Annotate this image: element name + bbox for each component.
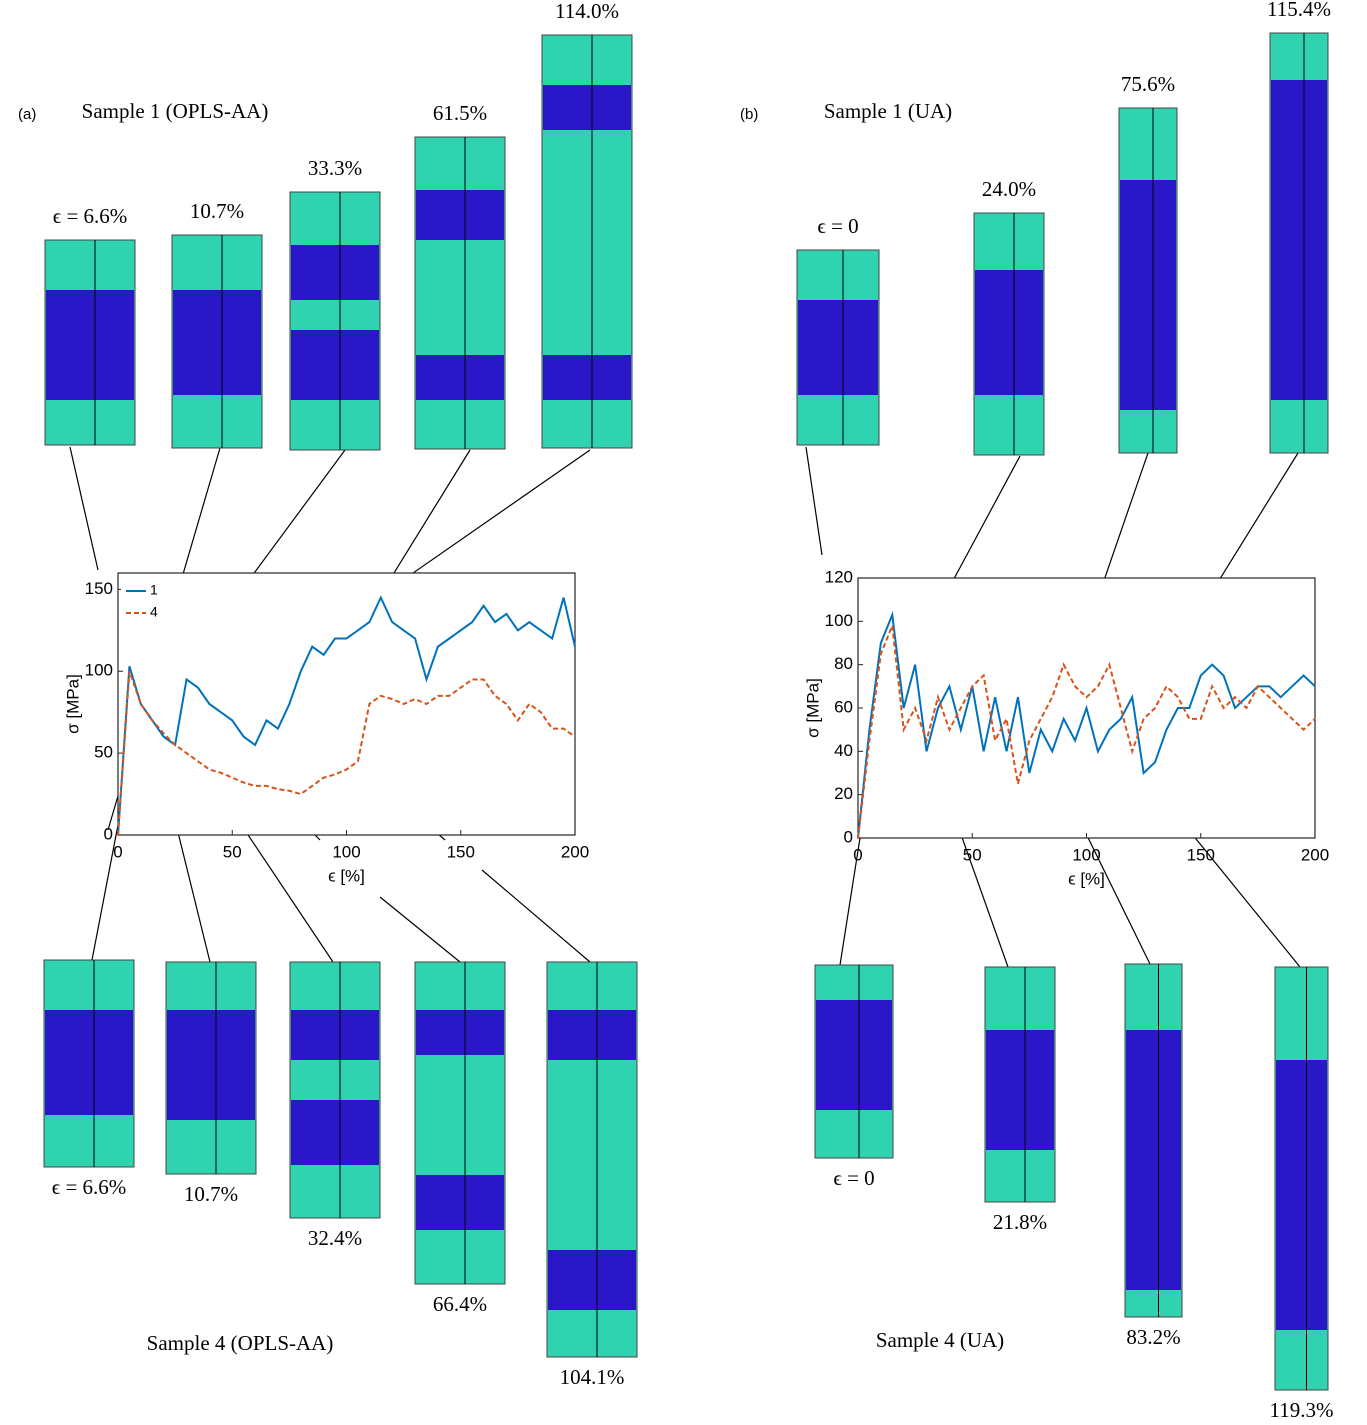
page: {"chart_data":[ {"type":"line","panel":"… [0, 0, 1367, 1425]
x-tick-label: 50 [963, 845, 982, 864]
plot-area [118, 573, 575, 835]
y-tick-label: 80 [834, 654, 853, 673]
snapshot-label: 83.2% [1126, 1325, 1180, 1349]
y-tick-label: 60 [834, 697, 853, 716]
connector [70, 447, 98, 570]
snapshot-label: 61.5% [433, 101, 487, 125]
y-tick-label: 150 [85, 579, 113, 598]
x-axis-label: ϵ [%] [328, 866, 365, 885]
y-tick-label: 120 [825, 567, 853, 586]
snapshot-band [543, 355, 631, 400]
snapshot-label: 32.4% [308, 1226, 362, 1250]
x-axis-label: ϵ [%] [1068, 869, 1105, 888]
snapshot [290, 962, 380, 1218]
snapshot-band [548, 1010, 636, 1060]
snapshot-label: 119.3% [1270, 1398, 1334, 1422]
sample-title: Sample 4 (UA) [876, 1328, 1004, 1352]
sample-title: Sample 1 (OPLS-AA) [82, 99, 269, 123]
snapshot-band [46, 290, 134, 400]
x-tick-label: 150 [1187, 845, 1215, 864]
snapshot-band [1126, 1030, 1181, 1290]
y-tick-label: 0 [844, 827, 853, 846]
snapshot-band [416, 1175, 504, 1230]
snapshot-band [291, 330, 379, 400]
snapshot-label: 24.0% [982, 177, 1036, 201]
legend-label: 1 [150, 582, 158, 598]
snapshot-band [975, 270, 1043, 395]
snapshot-label: 114.0% [555, 0, 619, 23]
snapshot-band [1276, 1060, 1327, 1330]
y-tick-label: 50 [94, 743, 113, 762]
x-tick-label: 0 [853, 845, 862, 864]
snapshot-band [45, 1010, 133, 1115]
snapshot-label: ϵ = 0 [817, 214, 858, 238]
x-tick-label: 50 [223, 842, 242, 861]
snapshot-label: 75.6% [1121, 72, 1175, 96]
snapshot-band [816, 1000, 892, 1110]
y-tick-label: 100 [825, 611, 853, 630]
snapshot-band [167, 1010, 255, 1120]
y-axis-label: σ [MPa] [803, 678, 822, 738]
legend-label: 4 [150, 604, 158, 620]
snapshot-label: 21.8% [993, 1210, 1047, 1234]
snapshot-label: 66.4% [433, 1292, 487, 1316]
y-tick-label: 40 [834, 741, 853, 760]
legend-box [121, 576, 167, 624]
snapshot-label: 10.7% [190, 199, 244, 223]
snapshot [290, 192, 380, 450]
snapshot-band [416, 1010, 504, 1055]
x-tick-label: 0 [113, 842, 122, 861]
snapshot-band [986, 1030, 1054, 1150]
snapshot-band [543, 85, 631, 130]
snapshot-band [416, 355, 504, 400]
snapshot-label: ϵ = 0 [833, 1166, 874, 1190]
snapshot-label: 10.7% [184, 1182, 238, 1206]
snapshot-label: ϵ = 6.6% [52, 1175, 127, 1199]
x-tick-label: 100 [332, 842, 360, 861]
x-tick-label: 200 [561, 842, 589, 861]
snapshot-band [548, 1250, 636, 1310]
x-tick-label: 200 [1301, 845, 1329, 864]
snapshot-band [1120, 180, 1176, 410]
snapshot-band [173, 290, 261, 395]
snapshot-band [291, 245, 379, 300]
snapshot-label: 115.4% [1267, 0, 1331, 21]
connector [482, 870, 590, 962]
y-tick-label: 20 [834, 784, 853, 803]
snapshot-band [1271, 80, 1327, 400]
snapshot-band [291, 1010, 379, 1060]
connector [380, 897, 460, 962]
sample-title: Sample 1 (UA) [824, 99, 952, 123]
snapshot-label: 104.1% [560, 1365, 625, 1389]
snapshot-label: 33.3% [308, 156, 362, 180]
snapshot-band [291, 1100, 379, 1165]
snapshot-band [798, 300, 878, 395]
snapshot-band [416, 190, 504, 240]
y-tick-label: 100 [85, 661, 113, 680]
figure: (a) Sample 1 (OPLS-AA) Sample 4 (OPLS-AA) ϵ… [0, 0, 1367, 1425]
y-axis-label: σ [MPa] [63, 674, 82, 734]
snapshot [415, 137, 505, 449]
y-tick-label: 0 [104, 824, 113, 843]
x-tick-label: 100 [1072, 845, 1100, 864]
sample-title: Sample 4 (OPLS-AA) [147, 1331, 334, 1355]
x-tick-label: 150 [447, 842, 475, 861]
panel-label: (b) [740, 106, 758, 123]
panel-label: (a) [18, 106, 36, 123]
snapshot-label: ϵ = 6.6% [53, 204, 128, 228]
connector [806, 447, 822, 555]
